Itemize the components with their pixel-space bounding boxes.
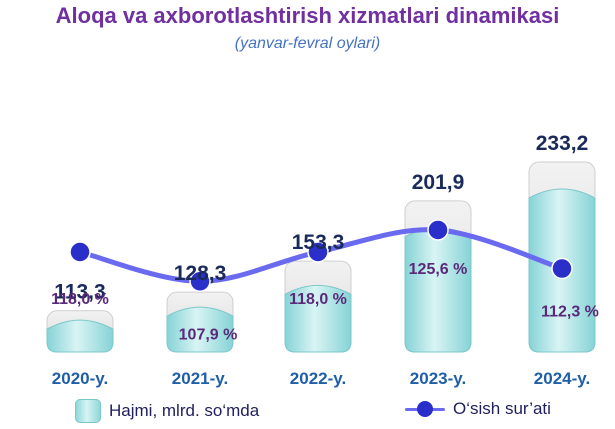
growth-point — [551, 257, 573, 280]
bar-fill — [46, 319, 114, 353]
growth-value-label: 112,3 % — [541, 304, 599, 321]
legend-bar-swatch-icon — [75, 399, 101, 423]
bar-3 — [404, 200, 472, 353]
growth-line-series — [69, 219, 573, 293]
chart-subtitle: (yanvar-fevral oylari) — [234, 35, 381, 52]
bar-value-label: 128,3 — [174, 262, 227, 285]
bar-2 — [284, 260, 352, 353]
bar-1 — [166, 291, 234, 353]
bar-value-label: 113,3 — [54, 281, 105, 304]
growth-point — [427, 219, 449, 241]
bar-value-label: 233,2 — [536, 132, 589, 155]
category-label: 2023-y. — [410, 369, 466, 388]
growth-value-label: 107,9 % — [179, 326, 238, 343]
bar-0 — [46, 310, 114, 353]
legend-item-growth: O‘sish sur’ati — [405, 399, 551, 419]
category-label: 2024-y. — [534, 369, 590, 388]
chart-title: Aloqa va axborotlashtirish xizmatlari di… — [55, 3, 560, 28]
growth-point — [189, 270, 211, 293]
legend-item-volume: Hajmi, mlrd. so‘mda — [75, 399, 259, 423]
category-label: 2020-y. — [52, 369, 108, 388]
legend-line-marker-icon — [405, 401, 445, 417]
growth-value-label: 118,0 % — [51, 291, 109, 308]
growth-value-label: 125,6 % — [409, 261, 468, 278]
bar-fill — [404, 227, 472, 353]
legend: Hajmi, mlrd. so‘mda O‘sish sur’ati — [0, 393, 615, 429]
bar-fill — [284, 284, 352, 353]
category-label: 2021-y. — [172, 369, 228, 388]
bar-value-label: 201,9 — [412, 171, 465, 194]
legend-label-growth: O‘sish sur’ati — [453, 399, 551, 418]
data-labels: 113,3 2020-y. 128,3 2021-y. 153,3 2022-y. 201,… — [51, 132, 599, 388]
bar-value-label: 153,3 — [292, 231, 345, 254]
bar-fill — [166, 306, 234, 353]
category-label: 2022-y. — [290, 369, 346, 388]
growth-value-label: 118,0 % — [289, 291, 347, 308]
bar-4 — [528, 161, 596, 353]
legend-label-volume: Hajmi, mlrd. so‘mda — [109, 401, 260, 420]
growth-point — [69, 241, 91, 263]
growth-point — [307, 241, 329, 263]
chart-canvas: 113,3 2020-y. 128,3 2021-y. 153,3 2022-y. 201,… — [46, 132, 599, 388]
